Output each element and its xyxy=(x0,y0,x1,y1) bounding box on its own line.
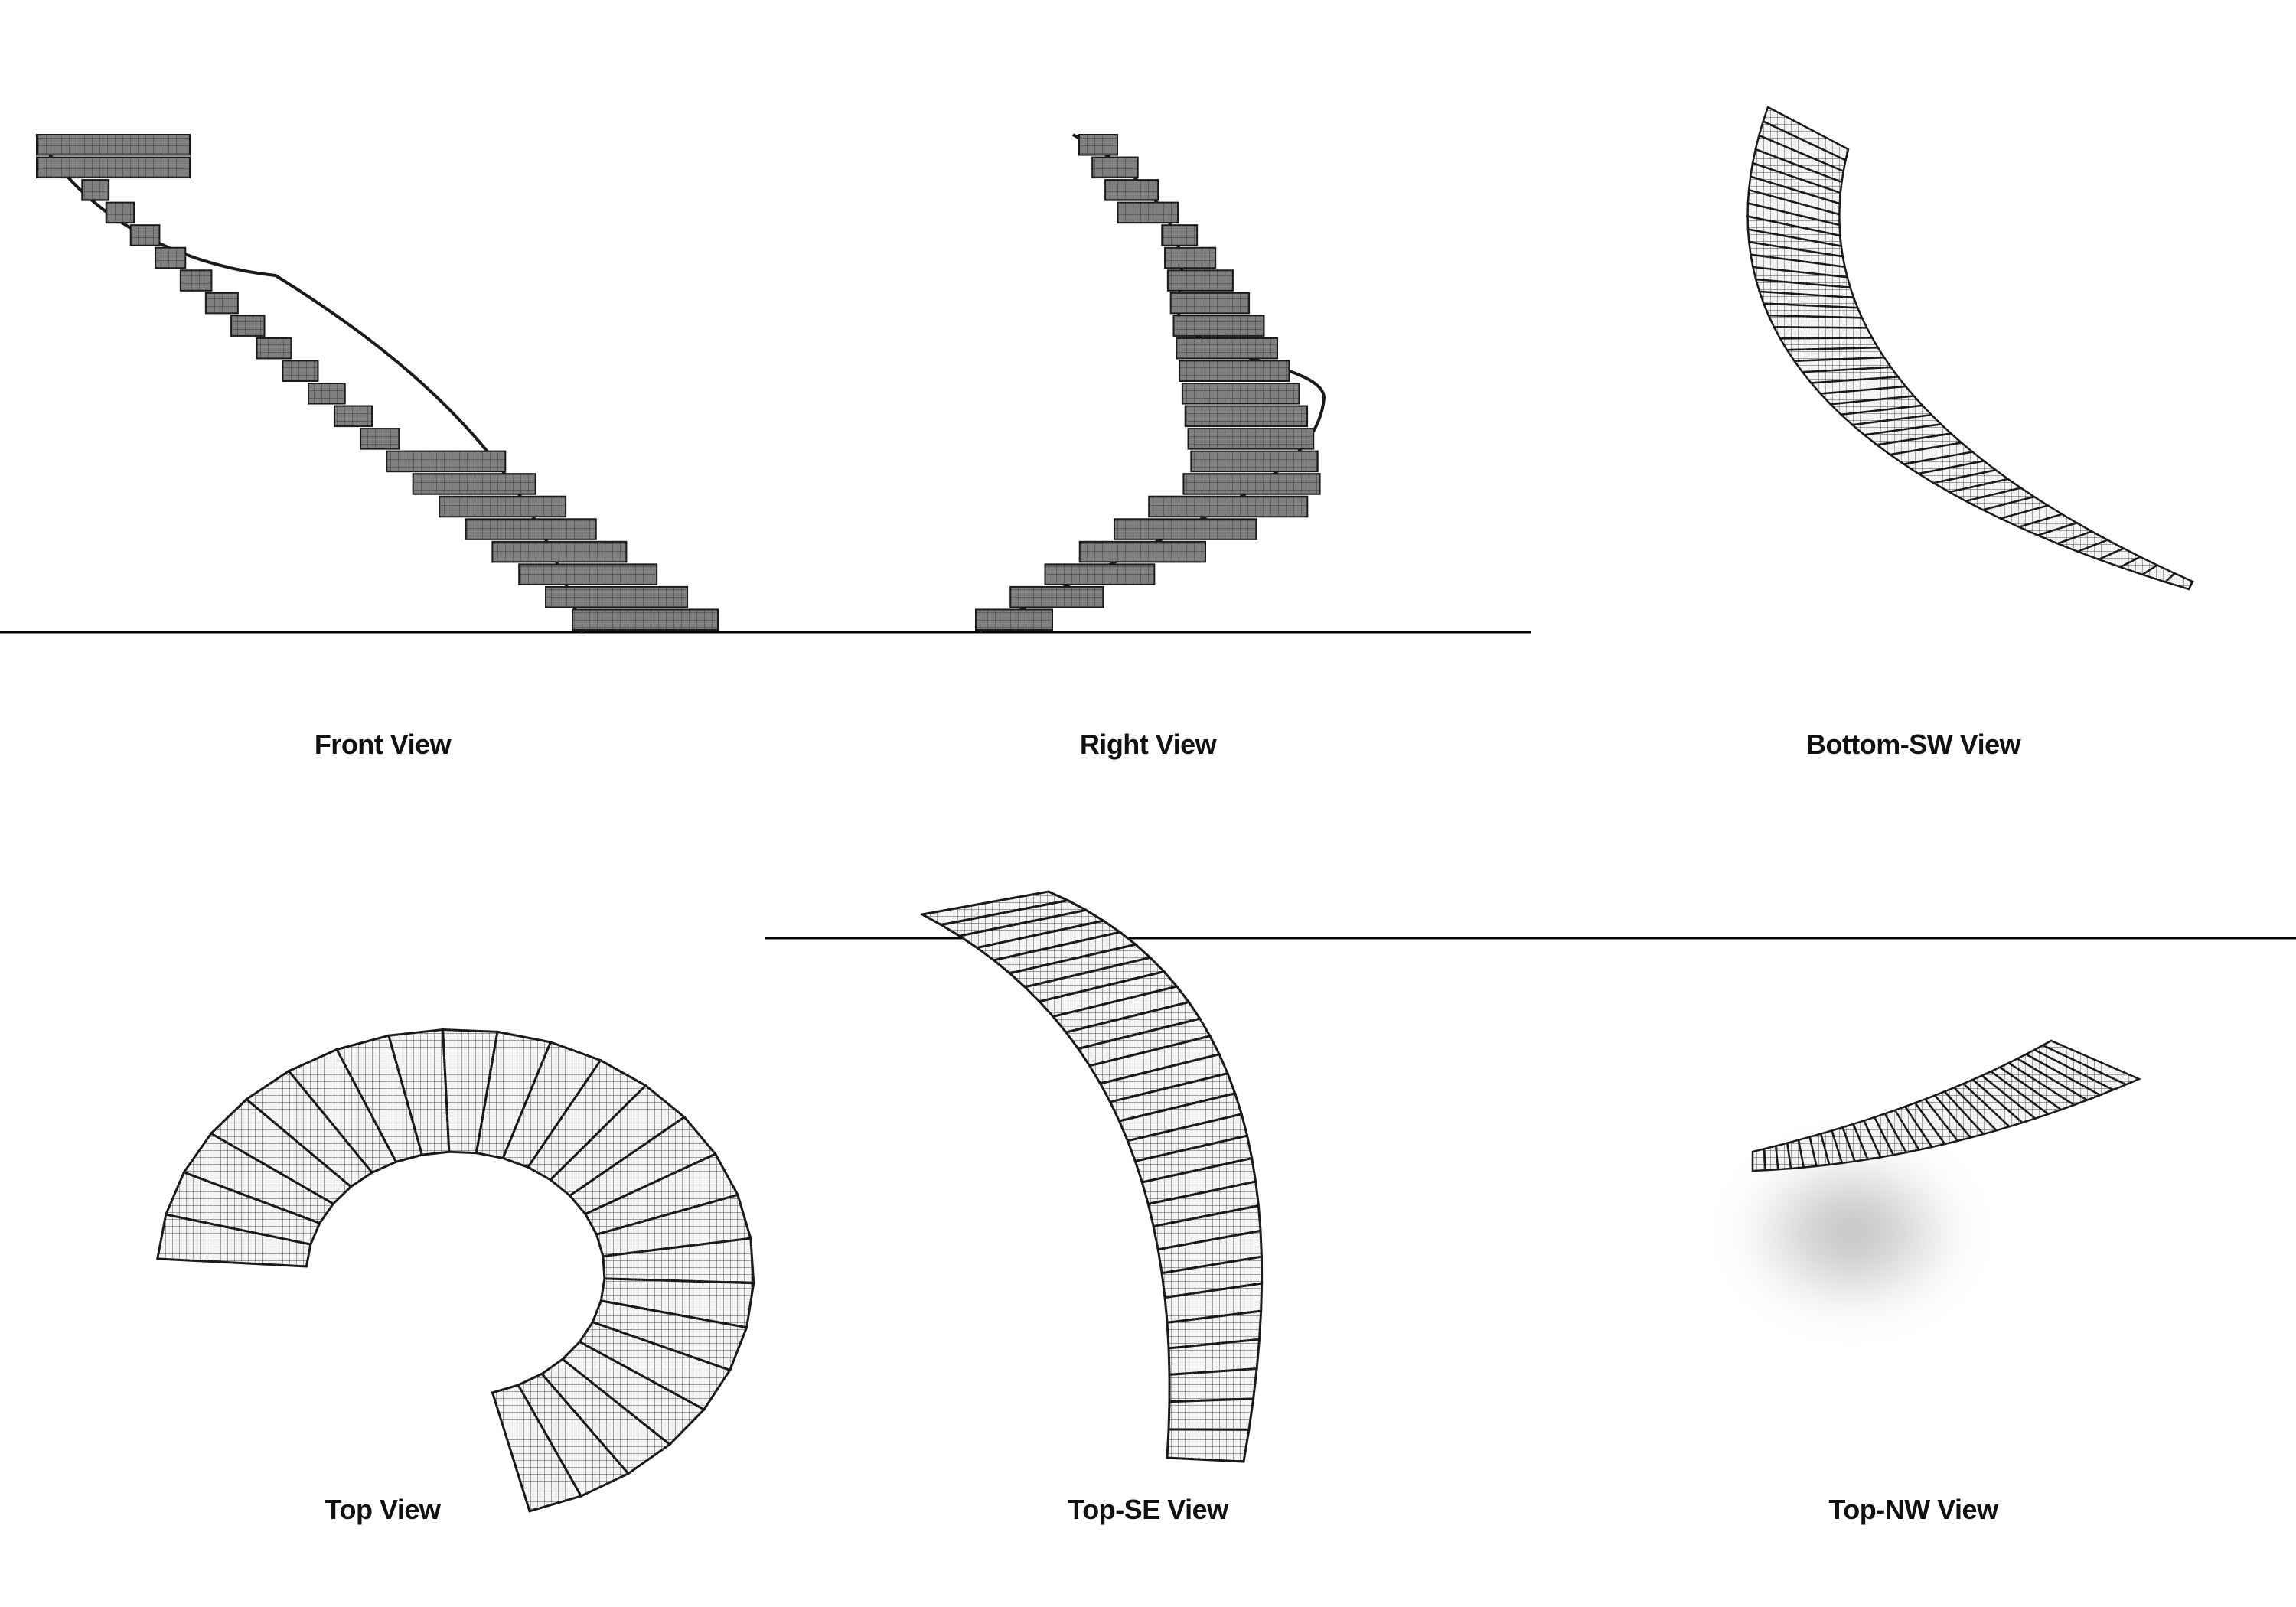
right-step xyxy=(1117,201,1179,224)
top-nw-shadow xyxy=(1737,1148,1967,1316)
top-se-step xyxy=(1168,1367,1258,1403)
front-step xyxy=(333,405,373,428)
front-step xyxy=(545,585,689,608)
right-step xyxy=(1179,360,1290,383)
front-step xyxy=(308,383,346,405)
right-step xyxy=(1148,495,1309,518)
top-se-step xyxy=(1166,1428,1251,1463)
right-step xyxy=(1113,518,1257,540)
top-se-view-drawing xyxy=(918,890,1264,1463)
front-step xyxy=(105,201,135,224)
right-step xyxy=(1104,179,1159,201)
front-step xyxy=(360,428,400,450)
right-step xyxy=(1009,585,1104,608)
right-step xyxy=(1044,563,1156,585)
right-step xyxy=(1176,337,1279,360)
front-step xyxy=(491,540,628,563)
front-step xyxy=(282,360,319,383)
bottom-sw-step xyxy=(1772,326,1874,340)
front-step xyxy=(256,337,292,360)
front-view-label: Front View xyxy=(314,729,452,760)
bottom-sw-step xyxy=(2163,572,2194,591)
right-step xyxy=(1166,269,1234,292)
right-view-label: Right View xyxy=(1079,729,1217,760)
front-step xyxy=(572,608,719,631)
front-step xyxy=(518,563,658,585)
front-step xyxy=(412,473,536,495)
right-step xyxy=(1164,246,1217,269)
top-nw-step xyxy=(2040,1039,2142,1086)
right-step xyxy=(975,608,1053,631)
bottom-sw-step xyxy=(1766,314,1869,329)
front-step xyxy=(386,450,507,473)
right-step xyxy=(1169,292,1251,315)
top-view-label: Top View xyxy=(325,1494,441,1525)
top-nw-view-label: Top-NW View xyxy=(1828,1494,1998,1525)
right-step xyxy=(1184,405,1309,428)
bottom-sw-view-drawing xyxy=(1746,106,2194,591)
bottom-sw-view-label: Bottom-SW View xyxy=(1805,729,2021,760)
front-step xyxy=(439,495,567,518)
front-step xyxy=(465,518,597,540)
right-view-drawing xyxy=(975,133,1326,634)
top-view-drawing xyxy=(155,1028,755,1513)
right-step xyxy=(1181,383,1300,405)
right-step xyxy=(1182,473,1321,495)
front-step xyxy=(204,292,239,315)
front-step xyxy=(155,246,187,269)
right-step xyxy=(1187,428,1315,450)
right-step xyxy=(1078,540,1206,563)
top-nw-view-drawing xyxy=(1737,1039,2142,1316)
top-se-step xyxy=(1167,1397,1255,1431)
front-step xyxy=(179,269,213,292)
top-nw-step xyxy=(1751,1147,1766,1172)
top-tread xyxy=(491,1384,583,1513)
right-step xyxy=(1078,134,1118,156)
front-step xyxy=(129,224,161,246)
right-step xyxy=(1190,450,1319,473)
front-step xyxy=(36,134,191,156)
right-step xyxy=(1172,315,1265,337)
top-se-view-label: Top-SE View xyxy=(1068,1494,1228,1525)
front-view-drawing xyxy=(35,133,719,633)
front-step xyxy=(81,179,110,201)
right-step xyxy=(1161,224,1199,246)
front-step xyxy=(230,315,266,337)
right-step xyxy=(1091,156,1139,179)
front-step xyxy=(36,156,191,179)
